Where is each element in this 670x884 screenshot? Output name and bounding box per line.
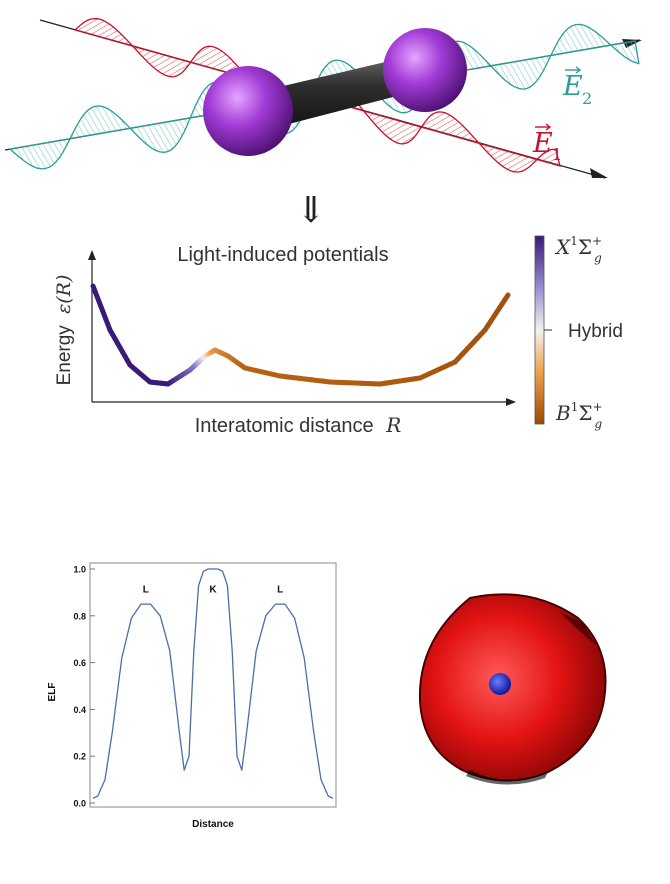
- elf-y-tick-label: 0.2: [73, 752, 86, 762]
- elf-y-tick-label: 0.4: [73, 705, 86, 715]
- e2-label-symbol: E: [562, 71, 583, 102]
- elf-y-tick-label: 1.0: [73, 565, 86, 575]
- potential-curve: [90, 283, 511, 387]
- elf-core-surface: [489, 673, 511, 695]
- elf-y-ticks: 0.0 0.2 0.4 0.6 0.8 1.0: [73, 565, 95, 809]
- svg-text:Energy ε(R): Energy ε(R): [53, 275, 75, 386]
- e2-label: E 2: [562, 66, 592, 108]
- elf-y-tick-label: 0.0: [73, 799, 86, 809]
- potential-colorbar: [534, 235, 545, 425]
- implies-arrow-icon: ⇓: [296, 190, 326, 231]
- potential-y-label-text: Energy: [54, 325, 75, 386]
- e2-label-subscript: 2: [582, 89, 592, 108]
- e1-label: E 1: [532, 123, 562, 164]
- e1-label-symbol: E: [532, 128, 553, 159]
- potential-chart: Light-induced potentials Energy ε(R) Int…: [53, 234, 623, 437]
- elf-chart: 0.0 0.2 0.4 0.6 0.8 1.0 L K L ELF Distance: [47, 562, 337, 830]
- potential-y-label-math: ε(R): [53, 275, 75, 314]
- potential-chart-title: Light-induced potentials: [177, 244, 388, 266]
- potential-curve-segment: [502, 292, 511, 302]
- e2-wave: [8, 23, 640, 170]
- atom-right: [383, 28, 467, 112]
- elf-y-tick-label: 0.8: [73, 611, 86, 621]
- colorbar-bottom-label: B1Σ+ g: [555, 400, 603, 431]
- potential-x-label: Interatomic distance R: [195, 413, 402, 437]
- colorbar-mid-label: Hybrid: [568, 321, 623, 342]
- molecule-illustration: E 2 E 1: [4, 17, 642, 179]
- colorbar-top-label: X1Σ+ g: [554, 234, 602, 265]
- potential-x-label-math: R: [385, 413, 401, 437]
- potential-x-label-text: Interatomic distance: [195, 415, 374, 437]
- elf-series-line: [92, 568, 334, 799]
- elf-x-label: Distance: [192, 819, 234, 830]
- elf-annotation-label: K: [209, 584, 217, 595]
- elf-y-tick-label: 0.6: [73, 658, 86, 668]
- e1-label-subscript: 1: [552, 145, 562, 164]
- elf-annotation-label: L: [143, 584, 149, 595]
- elf-isosurface: [418, 593, 607, 785]
- elf-y-label: ELF: [47, 683, 58, 702]
- elf-plot-frame: [89, 562, 337, 808]
- potential-y-label: Energy ε(R): [53, 275, 75, 386]
- atom-left: [203, 66, 293, 156]
- e1-axis-arrowhead: [590, 168, 608, 178]
- elf-annotation-label: L: [277, 584, 283, 595]
